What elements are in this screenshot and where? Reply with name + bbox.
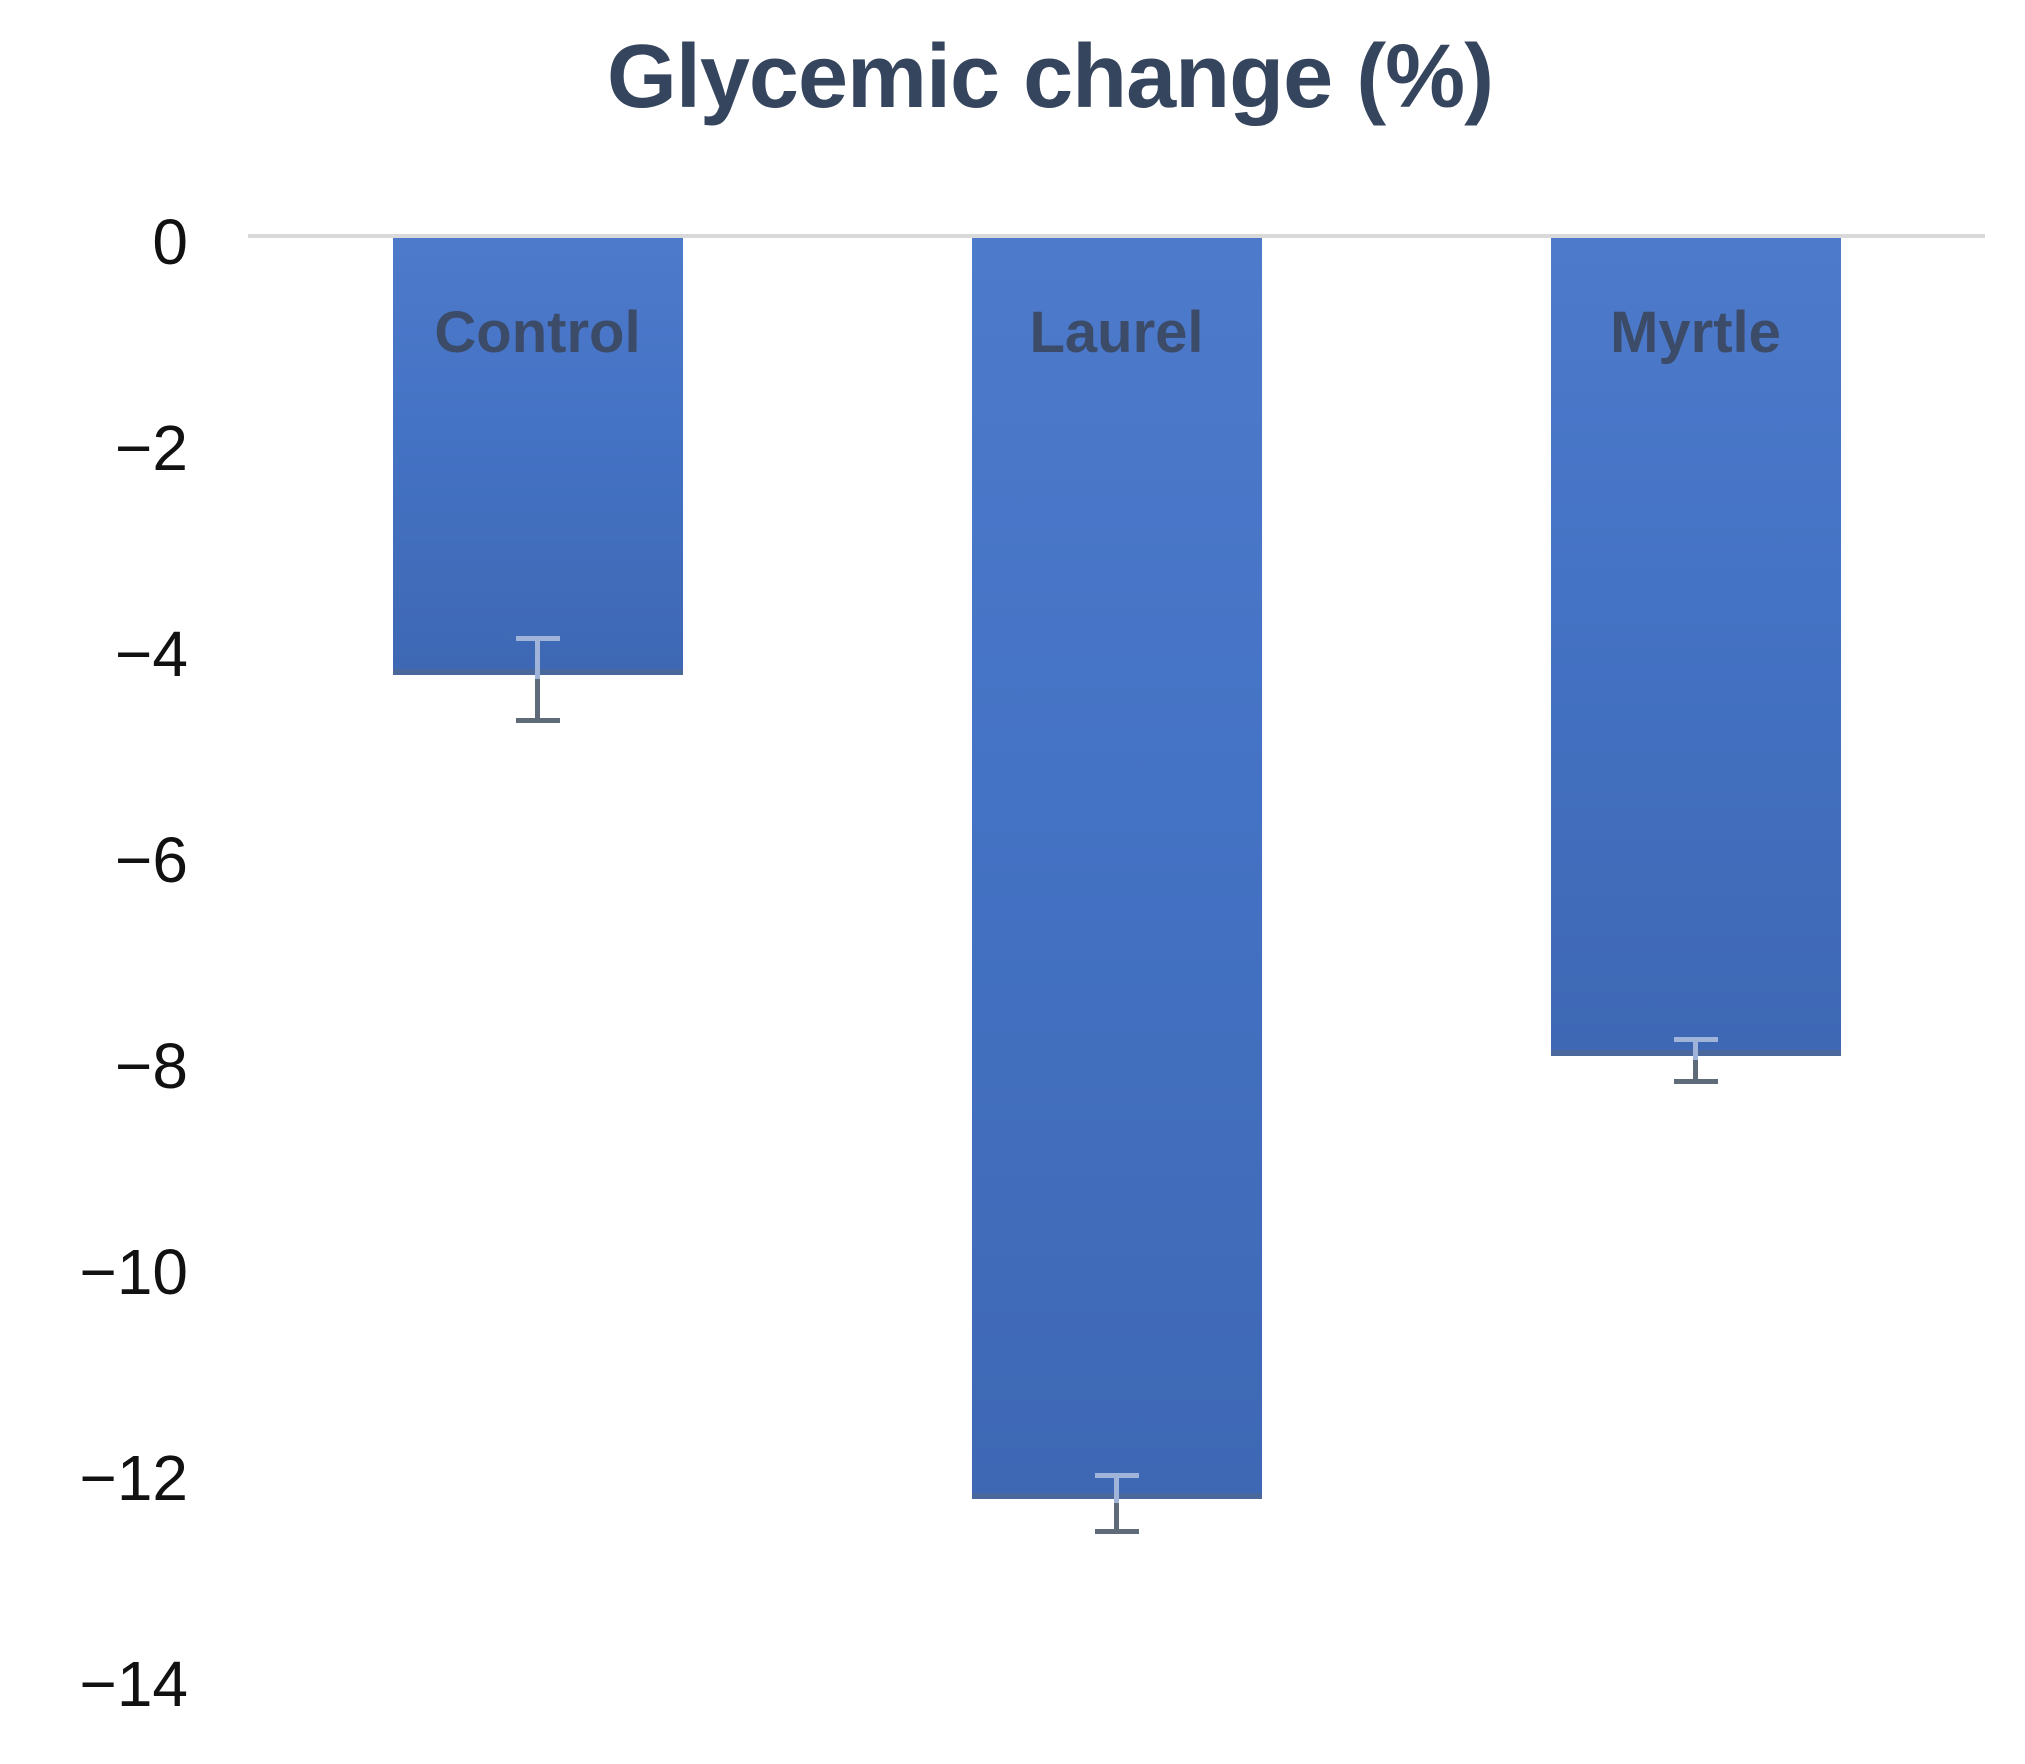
error-bar-top-cap-control xyxy=(515,635,560,641)
error-bar-lower-myrtle xyxy=(1693,1060,1698,1081)
y-axis-tick-label: −12 xyxy=(79,1442,188,1514)
y-axis-tick-label: −14 xyxy=(79,1648,188,1720)
y-axis-tick-label: −6 xyxy=(115,824,188,896)
bar-laurel xyxy=(971,238,1262,1499)
bar-control xyxy=(392,238,683,675)
bar-label-myrtle: Myrtle xyxy=(1610,300,1781,365)
y-axis-tick-label: 0 xyxy=(152,206,188,278)
y-axis-tick-label: −2 xyxy=(115,412,188,484)
bar-label-control: Control xyxy=(434,300,641,365)
error-bar-top-cap-laurel xyxy=(1094,1473,1139,1479)
y-axis-tick-label: −10 xyxy=(79,1236,188,1308)
error-bar-bottom-cap-control xyxy=(515,718,560,724)
y-axis-tick-label: −8 xyxy=(115,1030,188,1102)
error-bar-top-cap-myrtle xyxy=(1673,1037,1718,1043)
chart-title: Glycemic change (%) xyxy=(606,27,1494,127)
error-bar-lower-laurel xyxy=(1114,1502,1119,1531)
error-bar-upper-laurel xyxy=(1114,1475,1119,1503)
error-bar-upper-control xyxy=(535,637,540,679)
zero-gridline xyxy=(248,234,1985,238)
bar-myrtle xyxy=(1550,238,1841,1056)
y-axis-tick-label: −4 xyxy=(115,618,188,690)
error-bar-bottom-cap-laurel xyxy=(1094,1528,1139,1534)
bar-label-laurel: Laurel xyxy=(1029,300,1204,365)
error-bar-bottom-cap-myrtle xyxy=(1673,1078,1718,1084)
error-bar-lower-control xyxy=(535,678,540,721)
error-bar-upper-myrtle xyxy=(1693,1039,1698,1060)
